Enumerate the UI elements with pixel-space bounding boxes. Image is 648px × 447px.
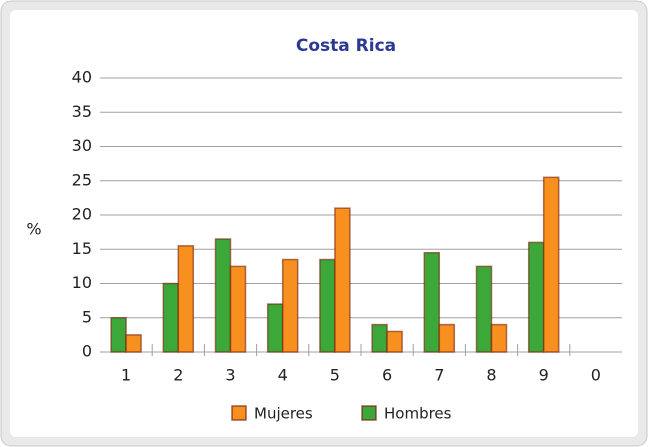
y-tick-label: 35 xyxy=(72,102,92,121)
legend-swatch xyxy=(361,405,377,421)
bar xyxy=(542,176,560,353)
y-tick-label: 0 xyxy=(82,342,92,361)
x-tick-label: 6 xyxy=(382,366,392,385)
bar xyxy=(386,330,403,353)
bar xyxy=(371,323,388,353)
bar xyxy=(438,323,456,353)
bar xyxy=(110,317,127,353)
legend-swatch xyxy=(231,405,247,421)
y-tick-label: 10 xyxy=(72,273,92,292)
bar xyxy=(334,207,351,353)
bar xyxy=(177,245,195,353)
x-tick-label: 2 xyxy=(173,366,183,385)
bar xyxy=(423,251,441,353)
x-tick-label: 4 xyxy=(278,366,288,385)
y-tick-label: 5 xyxy=(82,307,92,326)
bar xyxy=(125,334,142,353)
bar xyxy=(281,258,299,353)
y-tick-label: 15 xyxy=(72,239,92,258)
bar xyxy=(319,258,336,353)
legend-label: Mujeres xyxy=(254,405,313,423)
bar xyxy=(229,265,247,353)
y-axis-label: % xyxy=(26,220,41,239)
x-tick-label: 1 xyxy=(121,366,131,385)
x-tick-label: 5 xyxy=(330,366,340,385)
x-tick-label: 3 xyxy=(225,366,235,385)
x-tick-label: 8 xyxy=(486,366,496,385)
bar xyxy=(490,323,508,353)
bar xyxy=(527,241,545,353)
bar xyxy=(162,282,180,353)
y-tick-label: 20 xyxy=(72,205,92,224)
y-tick-label: 40 xyxy=(72,68,92,87)
x-tick-label: 7 xyxy=(434,366,444,385)
bar xyxy=(214,238,232,353)
chart-title: Costa Rica xyxy=(296,36,396,56)
x-tick-label: 0 xyxy=(591,366,601,385)
bar xyxy=(266,303,284,353)
y-tick-label: 25 xyxy=(72,170,92,189)
bar xyxy=(475,265,493,353)
legend-label: Hombres xyxy=(384,405,452,423)
y-tick-label: 30 xyxy=(72,136,92,155)
x-tick-label: 9 xyxy=(539,366,549,385)
